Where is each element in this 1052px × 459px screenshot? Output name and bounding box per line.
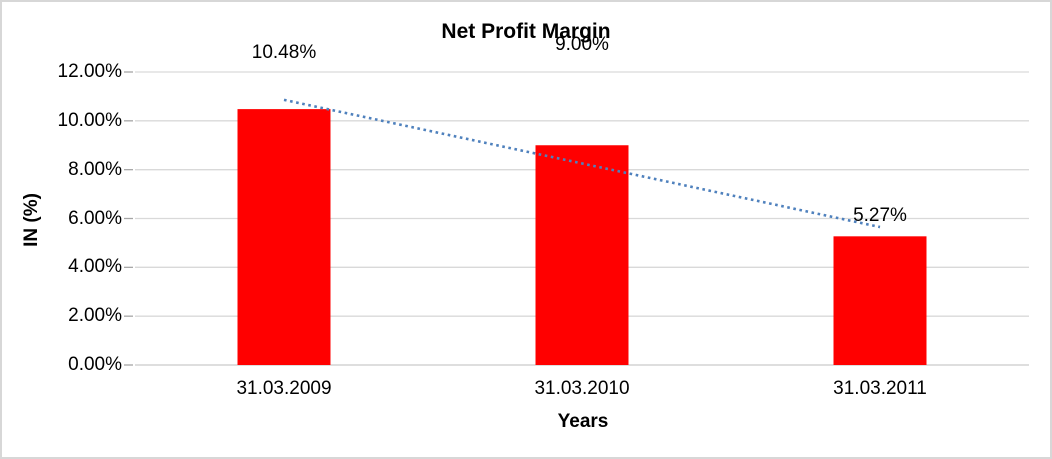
x-tick-label: 31.03.2010 [534, 378, 630, 399]
y-tick-label: 0.00% [68, 354, 122, 375]
x-tick-label: 31.03.2009 [236, 378, 332, 399]
data-label: 5.27% [853, 205, 907, 226]
y-tick-label: 4.00% [68, 256, 122, 278]
y-tick-label: 8.00% [68, 158, 122, 180]
x-axis-title: Years [557, 411, 609, 432]
y-axis-title: IN (%) [21, 193, 42, 247]
y-tick-label: 2.00% [68, 305, 122, 327]
y-tick-label: 12.00% [57, 61, 122, 82]
bar-31.03.2011 [833, 236, 927, 365]
y-tick-label: 10.00% [57, 109, 122, 131]
bar-31.03.2010 [535, 145, 629, 365]
bar-31.03.2009 [237, 109, 331, 365]
x-tick-label: 31.03.2011 [833, 378, 927, 399]
data-label: 10.48% [251, 42, 317, 63]
data-label: 9.00% [555, 34, 609, 55]
chart-title: Net Profit Margin [441, 20, 611, 43]
y-tick-label: 6.00% [68, 207, 122, 229]
trendline [283, 98, 881, 229]
